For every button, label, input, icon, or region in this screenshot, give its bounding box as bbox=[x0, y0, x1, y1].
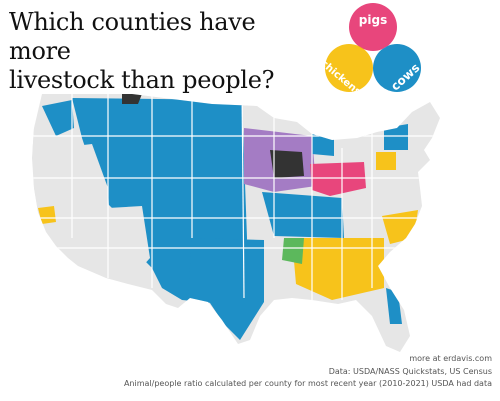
region-chickens-southeast bbox=[292, 238, 384, 300]
credit-site: more at erdavis.com bbox=[409, 354, 492, 363]
credits: more at erdavis.com Data: USDA/NASS Quic… bbox=[124, 353, 492, 391]
region-all-three-montana bbox=[122, 94, 142, 104]
credit-source: Data: USDA/NASS Quickstats, US Census bbox=[328, 366, 492, 376]
region-cows-wisconsin bbox=[312, 128, 334, 156]
region-cows-texas bbox=[188, 238, 264, 340]
region-all-three-iowa bbox=[270, 150, 304, 178]
cows-circle bbox=[373, 44, 421, 92]
region-cows-central bbox=[262, 192, 344, 238]
region-none-basin bbox=[58, 144, 110, 234]
chickens-circle bbox=[325, 44, 373, 92]
region-chickens-cows bbox=[282, 238, 304, 264]
region-pigs bbox=[310, 162, 366, 196]
venn-legend: pigs chickens cows bbox=[318, 3, 422, 98]
credit-note: Animal/people ratio calculated per count… bbox=[123, 379, 492, 388]
map-title: Which counties have more livestock than … bbox=[9, 8, 309, 95]
pigs-circle bbox=[349, 3, 397, 51]
county-fills bbox=[32, 94, 418, 340]
title-line-2: livestock than people? bbox=[9, 66, 275, 94]
region-chickens-california bbox=[38, 206, 56, 224]
region-chickens-pennsylvania bbox=[376, 152, 396, 170]
pigs-label: pigs bbox=[359, 13, 387, 27]
region-none-southwest bbox=[108, 206, 150, 278]
state-borders bbox=[32, 94, 440, 300]
region-cows-northwest bbox=[42, 100, 74, 136]
title-line-1: Which counties have more bbox=[9, 8, 256, 65]
us-county-map bbox=[32, 94, 440, 352]
region-cows-new-york bbox=[384, 124, 408, 150]
